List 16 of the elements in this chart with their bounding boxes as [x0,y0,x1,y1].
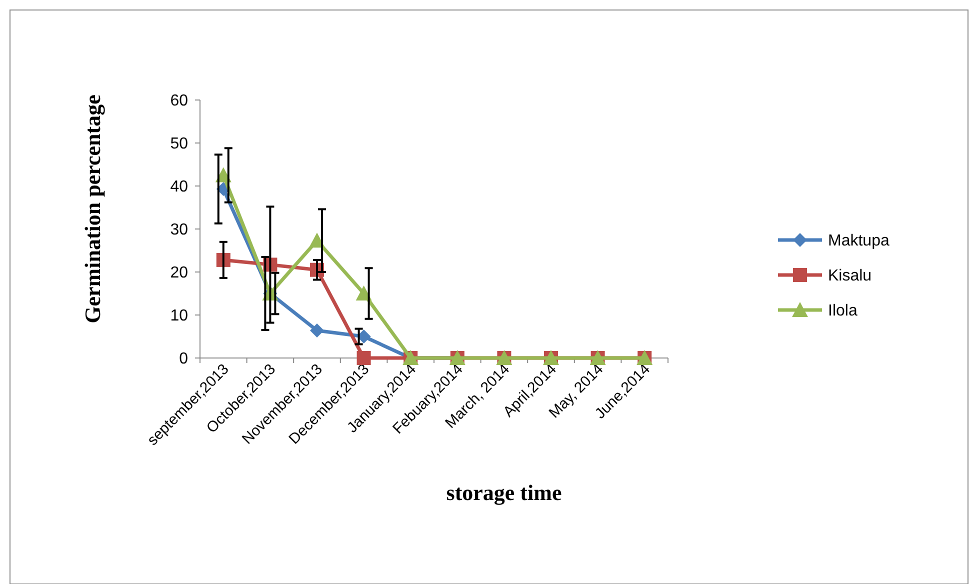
x-axis-title: storage time [446,480,562,505]
y-tick-label: 10 [170,308,188,325]
legend-label: Kisalu [828,268,872,285]
y-axis-title: Germination percentage [80,94,105,324]
y-tick-label: 30 [170,222,188,239]
point [310,323,324,338]
y-tick-label: 20 [170,264,188,282]
legend-label: Maktupa [828,232,890,250]
y-tick-label: 50 [170,136,188,153]
point [356,330,371,344]
point [356,351,371,365]
point [356,286,372,300]
y-tick-label: 60 [170,92,188,110]
legend-label: Ilola [828,302,858,320]
y-tick-label: 40 [170,178,188,196]
y-tick-label: 0 [179,350,188,368]
